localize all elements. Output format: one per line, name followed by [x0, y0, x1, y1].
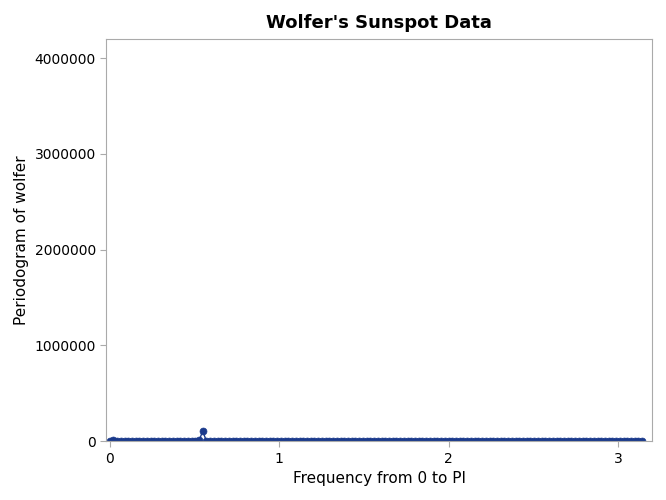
Title: Wolfer's Sunspot Data: Wolfer's Sunspot Data [266, 14, 492, 32]
Y-axis label: Periodogram of wolfer: Periodogram of wolfer [14, 156, 29, 325]
X-axis label: Frequency from 0 to PI: Frequency from 0 to PI [292, 471, 466, 486]
